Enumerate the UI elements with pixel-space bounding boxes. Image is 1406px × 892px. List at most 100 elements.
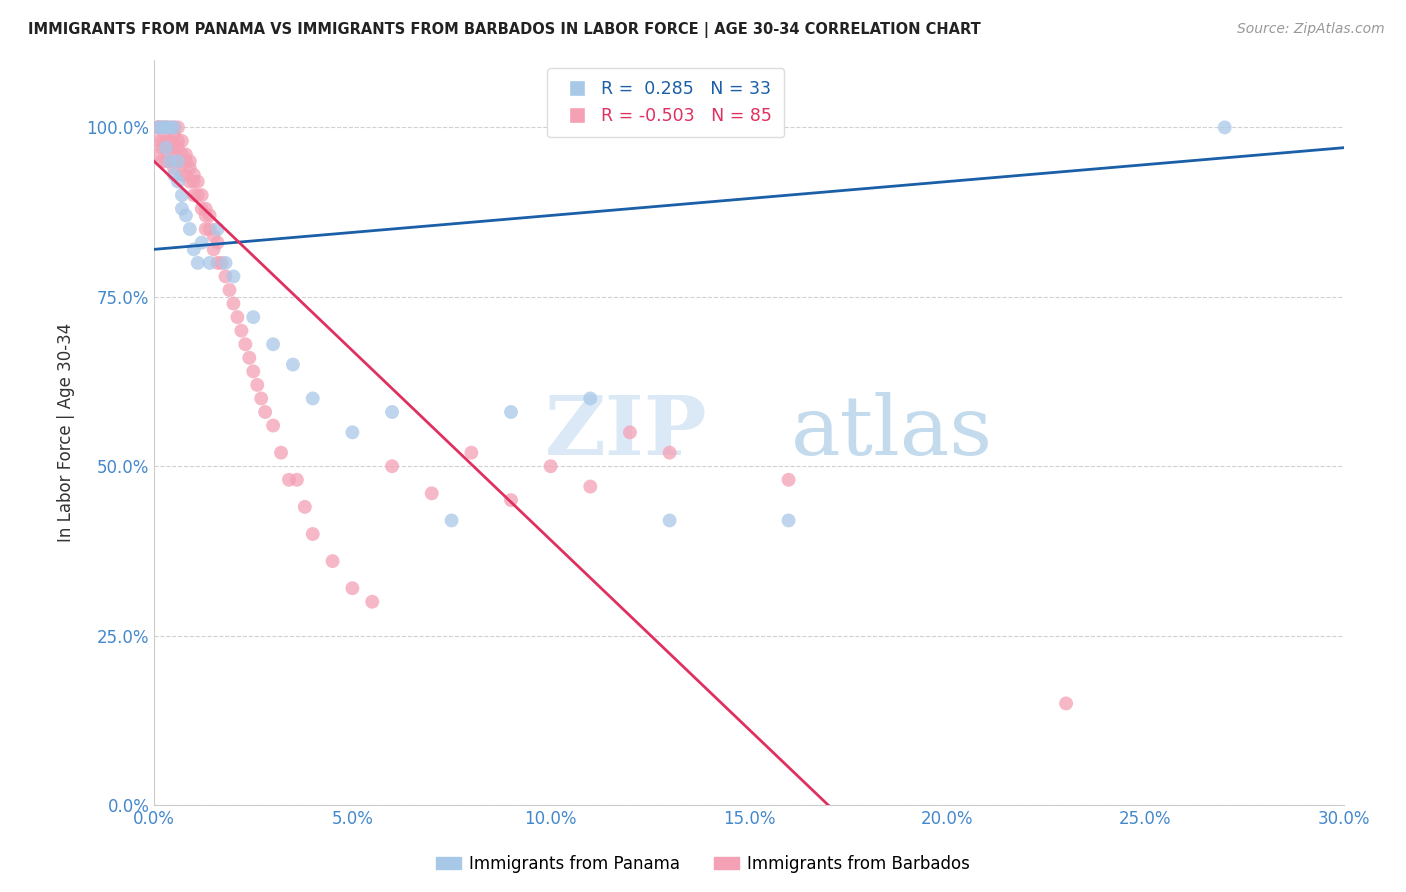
Point <box>187 256 209 270</box>
Point <box>146 120 169 135</box>
Point <box>540 459 562 474</box>
Point <box>163 120 186 135</box>
Point <box>150 120 173 135</box>
Point <box>211 256 233 270</box>
Point <box>174 168 197 182</box>
Point <box>778 473 800 487</box>
Point <box>262 337 284 351</box>
Point <box>167 154 190 169</box>
Point <box>183 243 205 257</box>
Point <box>361 595 384 609</box>
Point <box>194 222 217 236</box>
Point <box>207 256 229 270</box>
Point <box>499 493 522 508</box>
Point <box>179 222 201 236</box>
Point <box>342 581 364 595</box>
Point <box>190 235 212 250</box>
Point <box>146 134 169 148</box>
Point <box>167 154 190 169</box>
Point <box>170 147 193 161</box>
Legend: R =  0.285   N = 33, R = -0.503   N = 85: R = 0.285 N = 33, R = -0.503 N = 85 <box>547 69 785 137</box>
Point <box>194 209 217 223</box>
Point <box>174 147 197 161</box>
Legend: Immigrants from Panama, Immigrants from Barbados: Immigrants from Panama, Immigrants from … <box>429 848 977 880</box>
Point <box>194 202 217 216</box>
Point <box>190 188 212 202</box>
Point <box>155 154 177 169</box>
Point <box>460 445 482 459</box>
Point <box>170 202 193 216</box>
Text: ZIP: ZIP <box>544 392 707 473</box>
Point <box>214 256 236 270</box>
Point <box>226 310 249 325</box>
Point <box>150 120 173 135</box>
Point <box>183 168 205 182</box>
Point <box>159 120 181 135</box>
Text: atlas: atlas <box>790 392 993 473</box>
Point <box>155 120 177 135</box>
Point <box>159 154 181 169</box>
Point <box>242 310 264 325</box>
Point <box>198 256 221 270</box>
Point <box>146 120 169 135</box>
Point <box>238 351 260 365</box>
Point <box>167 141 190 155</box>
Point <box>778 513 800 527</box>
Point <box>242 364 264 378</box>
Point <box>619 425 641 440</box>
Y-axis label: In Labor Force | Age 30-34: In Labor Force | Age 30-34 <box>58 323 75 542</box>
Point <box>254 405 277 419</box>
Point <box>222 269 245 284</box>
Point <box>183 175 205 189</box>
Point <box>381 405 404 419</box>
Point <box>342 425 364 440</box>
Point <box>159 134 181 148</box>
Point <box>163 127 186 141</box>
Point <box>159 141 181 155</box>
Point <box>163 120 186 135</box>
Point <box>198 222 221 236</box>
Point <box>146 120 169 135</box>
Point <box>170 188 193 202</box>
Point <box>218 283 240 297</box>
Point <box>190 202 212 216</box>
Point <box>155 141 177 155</box>
Point <box>202 228 225 243</box>
Point <box>579 392 602 406</box>
Point <box>163 141 186 155</box>
Point <box>207 222 229 236</box>
Point <box>170 168 193 182</box>
Point <box>278 473 301 487</box>
Text: IMMIGRANTS FROM PANAMA VS IMMIGRANTS FROM BARBADOS IN LABOR FORCE | AGE 30-34 CO: IMMIGRANTS FROM PANAMA VS IMMIGRANTS FRO… <box>28 22 981 38</box>
Point <box>187 175 209 189</box>
Point <box>270 445 292 459</box>
Point <box>155 120 177 135</box>
Point <box>159 154 181 169</box>
Point <box>167 134 190 148</box>
Point <box>174 209 197 223</box>
Point <box>207 235 229 250</box>
Point <box>231 324 253 338</box>
Point <box>187 188 209 202</box>
Point <box>1213 120 1236 135</box>
Point <box>150 120 173 135</box>
Point <box>262 418 284 433</box>
Point <box>285 473 308 487</box>
Point <box>183 188 205 202</box>
Point <box>163 147 186 161</box>
Point <box>250 392 273 406</box>
Point <box>658 513 681 527</box>
Point <box>420 486 443 500</box>
Point <box>174 154 197 169</box>
Point <box>222 296 245 310</box>
Point <box>167 175 190 189</box>
Point <box>170 154 193 169</box>
Point <box>301 527 323 541</box>
Point <box>246 378 269 392</box>
Point <box>155 134 177 148</box>
Point <box>202 243 225 257</box>
Point <box>163 161 186 175</box>
Text: Source: ZipAtlas.com: Source: ZipAtlas.com <box>1237 22 1385 37</box>
Point <box>146 147 169 161</box>
Point <box>163 168 186 182</box>
